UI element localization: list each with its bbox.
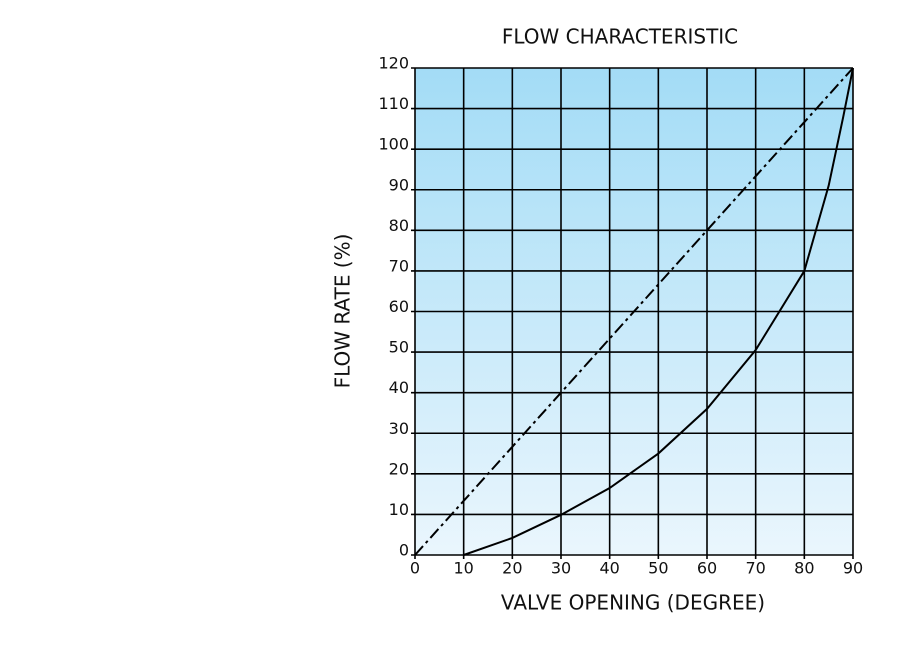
x-tick-label: 90 (843, 559, 863, 578)
y-tick-label: 100 (378, 135, 409, 154)
y-axis-title: FLOW RATE (%) (331, 234, 355, 389)
y-tick-label: 0 (399, 541, 409, 560)
x-tick-label: 10 (453, 559, 473, 578)
x-axis-title: VALVE OPENING (DEGREE) (501, 591, 765, 615)
y-tick-label: 110 (378, 94, 409, 113)
chart-title: FLOW CHARACTERISTIC (502, 25, 738, 49)
y-tick-label: 40 (389, 378, 409, 397)
y-tick-label: 30 (389, 419, 409, 438)
x-tick-label: 80 (794, 559, 814, 578)
x-tick-label: 70 (745, 559, 765, 578)
x-tick-label: 50 (648, 559, 668, 578)
y-tick-label: 70 (389, 256, 409, 275)
x-tick-label: 40 (599, 559, 619, 578)
data-line (463, 67, 854, 556)
y-tick-label: 90 (389, 175, 409, 194)
x-tick-label: 30 (551, 559, 571, 578)
y-tick-label: 80 (389, 216, 409, 235)
y-tick-label: 10 (389, 500, 409, 519)
data-line (414, 67, 854, 556)
x-tick-label: 60 (697, 559, 717, 578)
x-tick-label: 0 (410, 559, 420, 578)
y-tick-label: 60 (389, 297, 409, 316)
y-tick-label: 50 (389, 338, 409, 357)
y-tick-label: 20 (389, 459, 409, 478)
x-tick-label: 20 (502, 559, 522, 578)
y-tick-label: 120 (378, 54, 409, 73)
